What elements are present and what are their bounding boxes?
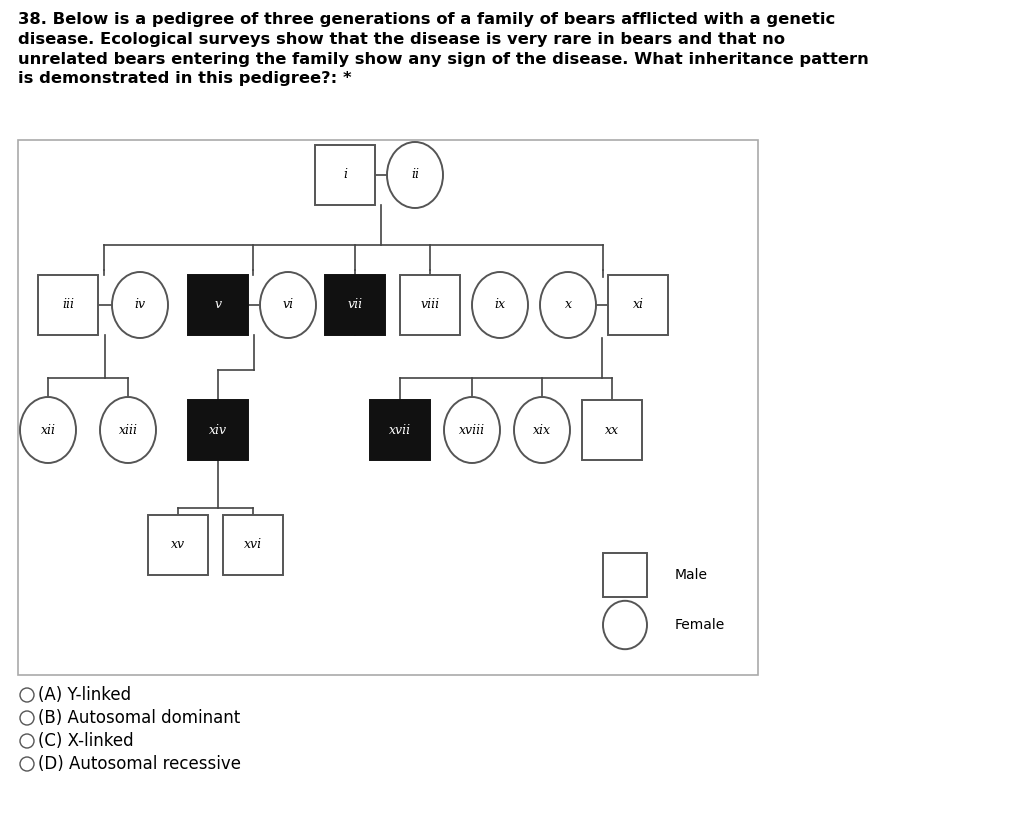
- Bar: [18, 140, 758, 675]
- Bar: [370, 400, 430, 460]
- Bar: [582, 400, 642, 460]
- Bar: [188, 400, 248, 460]
- Bar: [325, 275, 385, 335]
- Text: xii: xii: [41, 423, 55, 437]
- Text: (C) X-linked: (C) X-linked: [38, 732, 133, 750]
- Ellipse shape: [112, 272, 168, 338]
- Circle shape: [20, 711, 34, 725]
- Bar: [400, 275, 460, 335]
- Text: Male: Male: [675, 568, 708, 582]
- Text: (D) Autosomal recessive: (D) Autosomal recessive: [38, 755, 241, 773]
- Text: xiv: xiv: [209, 423, 227, 437]
- Text: xi: xi: [633, 298, 643, 311]
- Bar: [38, 275, 98, 335]
- Ellipse shape: [472, 272, 528, 338]
- Text: ii: ii: [411, 169, 419, 181]
- Ellipse shape: [603, 601, 647, 649]
- Circle shape: [20, 734, 34, 748]
- Text: xiii: xiii: [119, 423, 137, 437]
- Bar: [603, 553, 647, 597]
- Text: (B) Autosomal dominant: (B) Autosomal dominant: [38, 709, 241, 727]
- Text: xv: xv: [171, 539, 185, 551]
- Bar: [223, 515, 283, 575]
- Text: xix: xix: [534, 423, 551, 437]
- Text: x: x: [564, 298, 571, 311]
- Text: v: v: [214, 298, 221, 311]
- Text: iii: iii: [62, 298, 74, 311]
- Circle shape: [20, 757, 34, 771]
- Text: vii: vii: [347, 298, 362, 311]
- Text: xviii: xviii: [459, 423, 485, 437]
- Ellipse shape: [20, 397, 76, 463]
- Ellipse shape: [514, 397, 570, 463]
- Text: i: i: [343, 169, 347, 181]
- Text: xx: xx: [605, 423, 618, 437]
- Text: vi: vi: [283, 298, 294, 311]
- Ellipse shape: [444, 397, 500, 463]
- Ellipse shape: [100, 397, 156, 463]
- Ellipse shape: [540, 272, 596, 338]
- Bar: [608, 275, 668, 335]
- Text: (A) Y-linked: (A) Y-linked: [38, 686, 131, 704]
- Text: xvii: xvii: [389, 423, 411, 437]
- Bar: [315, 145, 375, 205]
- Text: xvi: xvi: [244, 539, 262, 551]
- Bar: [148, 515, 208, 575]
- Text: iv: iv: [134, 298, 145, 311]
- Text: ix: ix: [495, 298, 506, 311]
- Text: viii: viii: [421, 298, 439, 311]
- Ellipse shape: [260, 272, 316, 338]
- Bar: [188, 275, 248, 335]
- Text: 38. Below is a pedigree of three generations of a family of bears afflicted with: 38. Below is a pedigree of three generat…: [18, 12, 868, 86]
- Ellipse shape: [387, 142, 443, 208]
- Circle shape: [20, 688, 34, 702]
- Text: Female: Female: [675, 618, 725, 632]
